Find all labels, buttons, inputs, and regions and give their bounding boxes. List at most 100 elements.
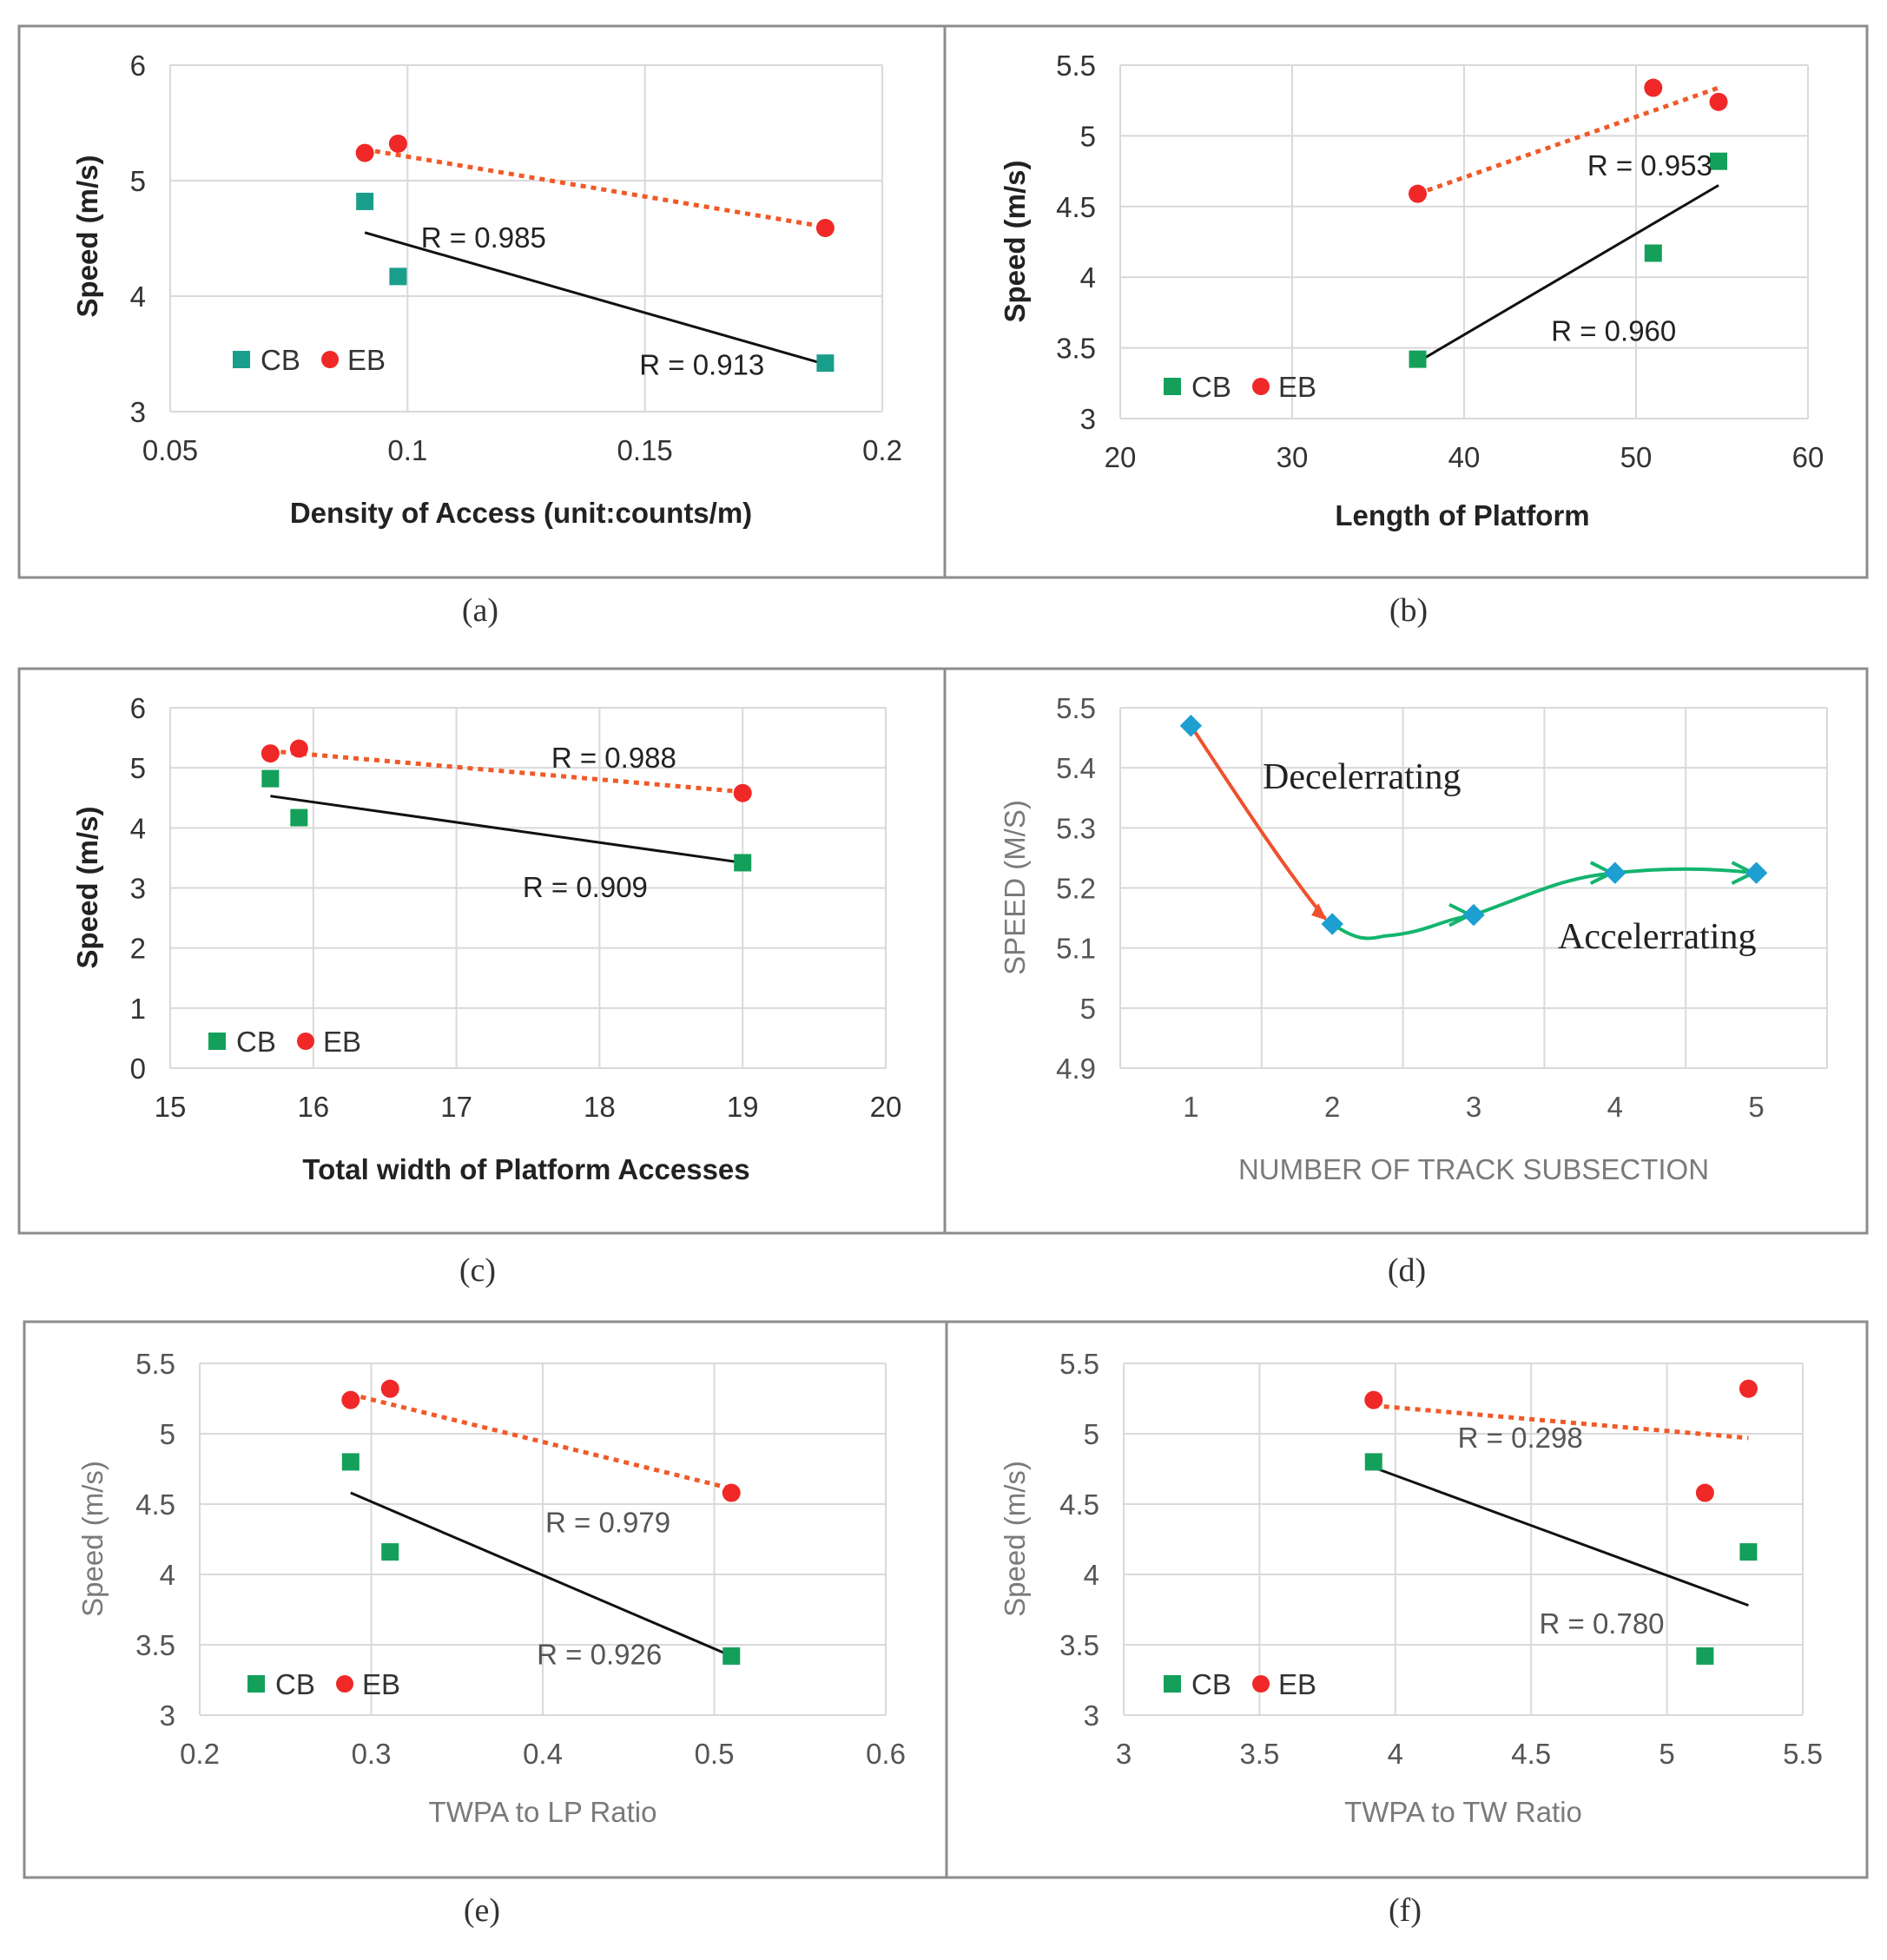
y-tick-label: 3.5 (1059, 1629, 1099, 1661)
legend-label-eb: EB (1278, 1668, 1316, 1700)
y-tick-label: 5 (1084, 1418, 1099, 1450)
y-tick-label: 4.9 (1056, 1053, 1096, 1085)
trendline-cb (1373, 1466, 1749, 1607)
correlation-label: R = 0.913 (639, 348, 764, 380)
accelerating-label: Accelerrating (1558, 917, 1757, 957)
x-tick-label: 5 (1748, 1091, 1764, 1123)
x-axis-title: TWPA to LP Ratio (429, 1796, 657, 1828)
x-tick-label: 0.5 (695, 1738, 735, 1770)
point-cb (381, 1543, 399, 1561)
y-tick-label: 4 (130, 280, 146, 313)
y-axis-title: Speed (m/s) (76, 1461, 109, 1617)
point-eb (341, 1390, 360, 1409)
decelerating-curve (1189, 724, 1327, 921)
y-tick-label: 2 (130, 933, 146, 965)
caption-c: (c) (459, 1252, 496, 1289)
y-tick-label: 5.5 (1056, 49, 1096, 82)
trendline-cb (364, 231, 826, 366)
y-tick-label: 5.3 (1056, 812, 1096, 844)
point-cb (1364, 1453, 1382, 1471)
panel-frame-a (17, 24, 947, 579)
x-tick-label: 4 (1388, 1738, 1403, 1770)
point-eb (289, 739, 308, 758)
correlation-label: R = 0.909 (523, 871, 648, 903)
x-tick-label: 5.5 (1783, 1738, 1823, 1770)
x-tick-label: 0.2 (862, 434, 902, 466)
x-tick-label: 15 (155, 1091, 187, 1123)
legend-marker-eb (321, 351, 339, 368)
panel-frame-b (943, 24, 1869, 579)
y-tick-label: 5 (1080, 120, 1096, 152)
caption-a: (a) (462, 592, 498, 629)
caption-e: (e) (464, 1892, 500, 1929)
point-cb (261, 769, 280, 788)
y-tick-label: 4 (1080, 261, 1096, 294)
x-tick-label: 0.15 (617, 434, 673, 466)
point-eb (261, 744, 280, 763)
x-tick-label: 3 (1116, 1738, 1132, 1770)
x-tick-label: 19 (727, 1091, 759, 1123)
x-tick-label: 0.05 (142, 434, 198, 466)
correlation-label: R = 0.988 (551, 742, 676, 774)
point-cb (389, 267, 407, 286)
y-tick-label: 5 (1080, 993, 1096, 1025)
legend-marker-cb (247, 1675, 265, 1693)
chart-b: 3 3.5 4 4.5 5 5.5 20 30 40 50 60 Length of Platform… (999, 49, 1824, 531)
y-axis-title: Speed (m/s) (71, 155, 103, 317)
legend-marker-cb (208, 1033, 226, 1050)
x-tick-label: 0.6 (866, 1738, 906, 1770)
data-point (1745, 861, 1768, 884)
trendline-eb (350, 1392, 732, 1491)
correlation-label: R = 0.953 (1587, 149, 1712, 181)
chart-f: 3 3.5 4 4.5 5 5.5 3 3.5 4 4.5 5 5.5 TWPA to TW Ratio… (999, 1348, 1823, 1828)
point-cb (1710, 152, 1728, 170)
trendline-eb (364, 147, 826, 229)
trendline-cb (350, 1491, 732, 1658)
x-tick-label: 3.5 (1239, 1738, 1279, 1770)
x-tick-label: 20 (1105, 441, 1137, 473)
caption-d: (d) (1388, 1252, 1426, 1289)
point-cb (734, 854, 752, 872)
point-eb (380, 1379, 399, 1398)
x-tick-label: 2 (1324, 1091, 1340, 1123)
y-tick-label: 0 (130, 1053, 146, 1085)
x-tick-label: 1 (1183, 1091, 1198, 1123)
point-eb (1409, 184, 1428, 203)
legend-marker-eb (1252, 378, 1270, 395)
legend-marker-cb (1164, 1675, 1181, 1693)
legend-marker-eb (1252, 1675, 1270, 1693)
y-tick-label: 3 (130, 873, 146, 905)
legend-label-eb: EB (347, 344, 386, 376)
x-tick-label: 40 (1448, 441, 1481, 473)
x-tick-label: 30 (1277, 441, 1309, 473)
x-tick-label: 16 (297, 1091, 329, 1123)
y-tick-label: 6 (130, 692, 146, 724)
legend-marker-cb (233, 351, 250, 368)
decelerating-label: Decelerrating (1263, 757, 1461, 797)
y-tick-label: 1 (130, 993, 146, 1025)
caption-b: (b) (1389, 592, 1428, 629)
accelerating-curve (1331, 867, 1757, 940)
y-tick-label: 5.5 (135, 1348, 175, 1380)
legend-label-cb: CB (1191, 371, 1231, 403)
x-axis-title: NUMBER OF TRACK SUBSECTION (1238, 1153, 1709, 1185)
point-eb (1695, 1483, 1714, 1502)
y-tick-label: 5.1 (1056, 933, 1096, 965)
point-cb (1644, 244, 1662, 262)
x-tick-label: 60 (1792, 441, 1824, 473)
point-cb (722, 1647, 741, 1665)
caption-f: (f) (1389, 1892, 1422, 1929)
correlation-label: R = 0.926 (537, 1639, 662, 1671)
trendline-eb (1416, 85, 1719, 196)
x-tick-label: 0.3 (352, 1738, 392, 1770)
data-point (1604, 861, 1626, 884)
point-eb (733, 783, 752, 802)
point-cb (816, 354, 835, 373)
chart-a: 3 4 5 6 0.05 0.1 0.15 0.2 Density of Access (uni… (71, 49, 902, 529)
y-tick-label: 5 (130, 165, 146, 197)
y-tick-label: 5.5 (1059, 1348, 1099, 1380)
x-tick-label: 4 (1607, 1091, 1623, 1123)
x-tick-label: 17 (440, 1091, 472, 1123)
point-eb (1739, 1379, 1758, 1398)
